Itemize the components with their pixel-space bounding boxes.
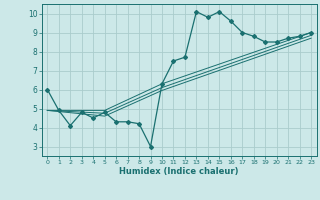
X-axis label: Humidex (Indice chaleur): Humidex (Indice chaleur) bbox=[119, 167, 239, 176]
